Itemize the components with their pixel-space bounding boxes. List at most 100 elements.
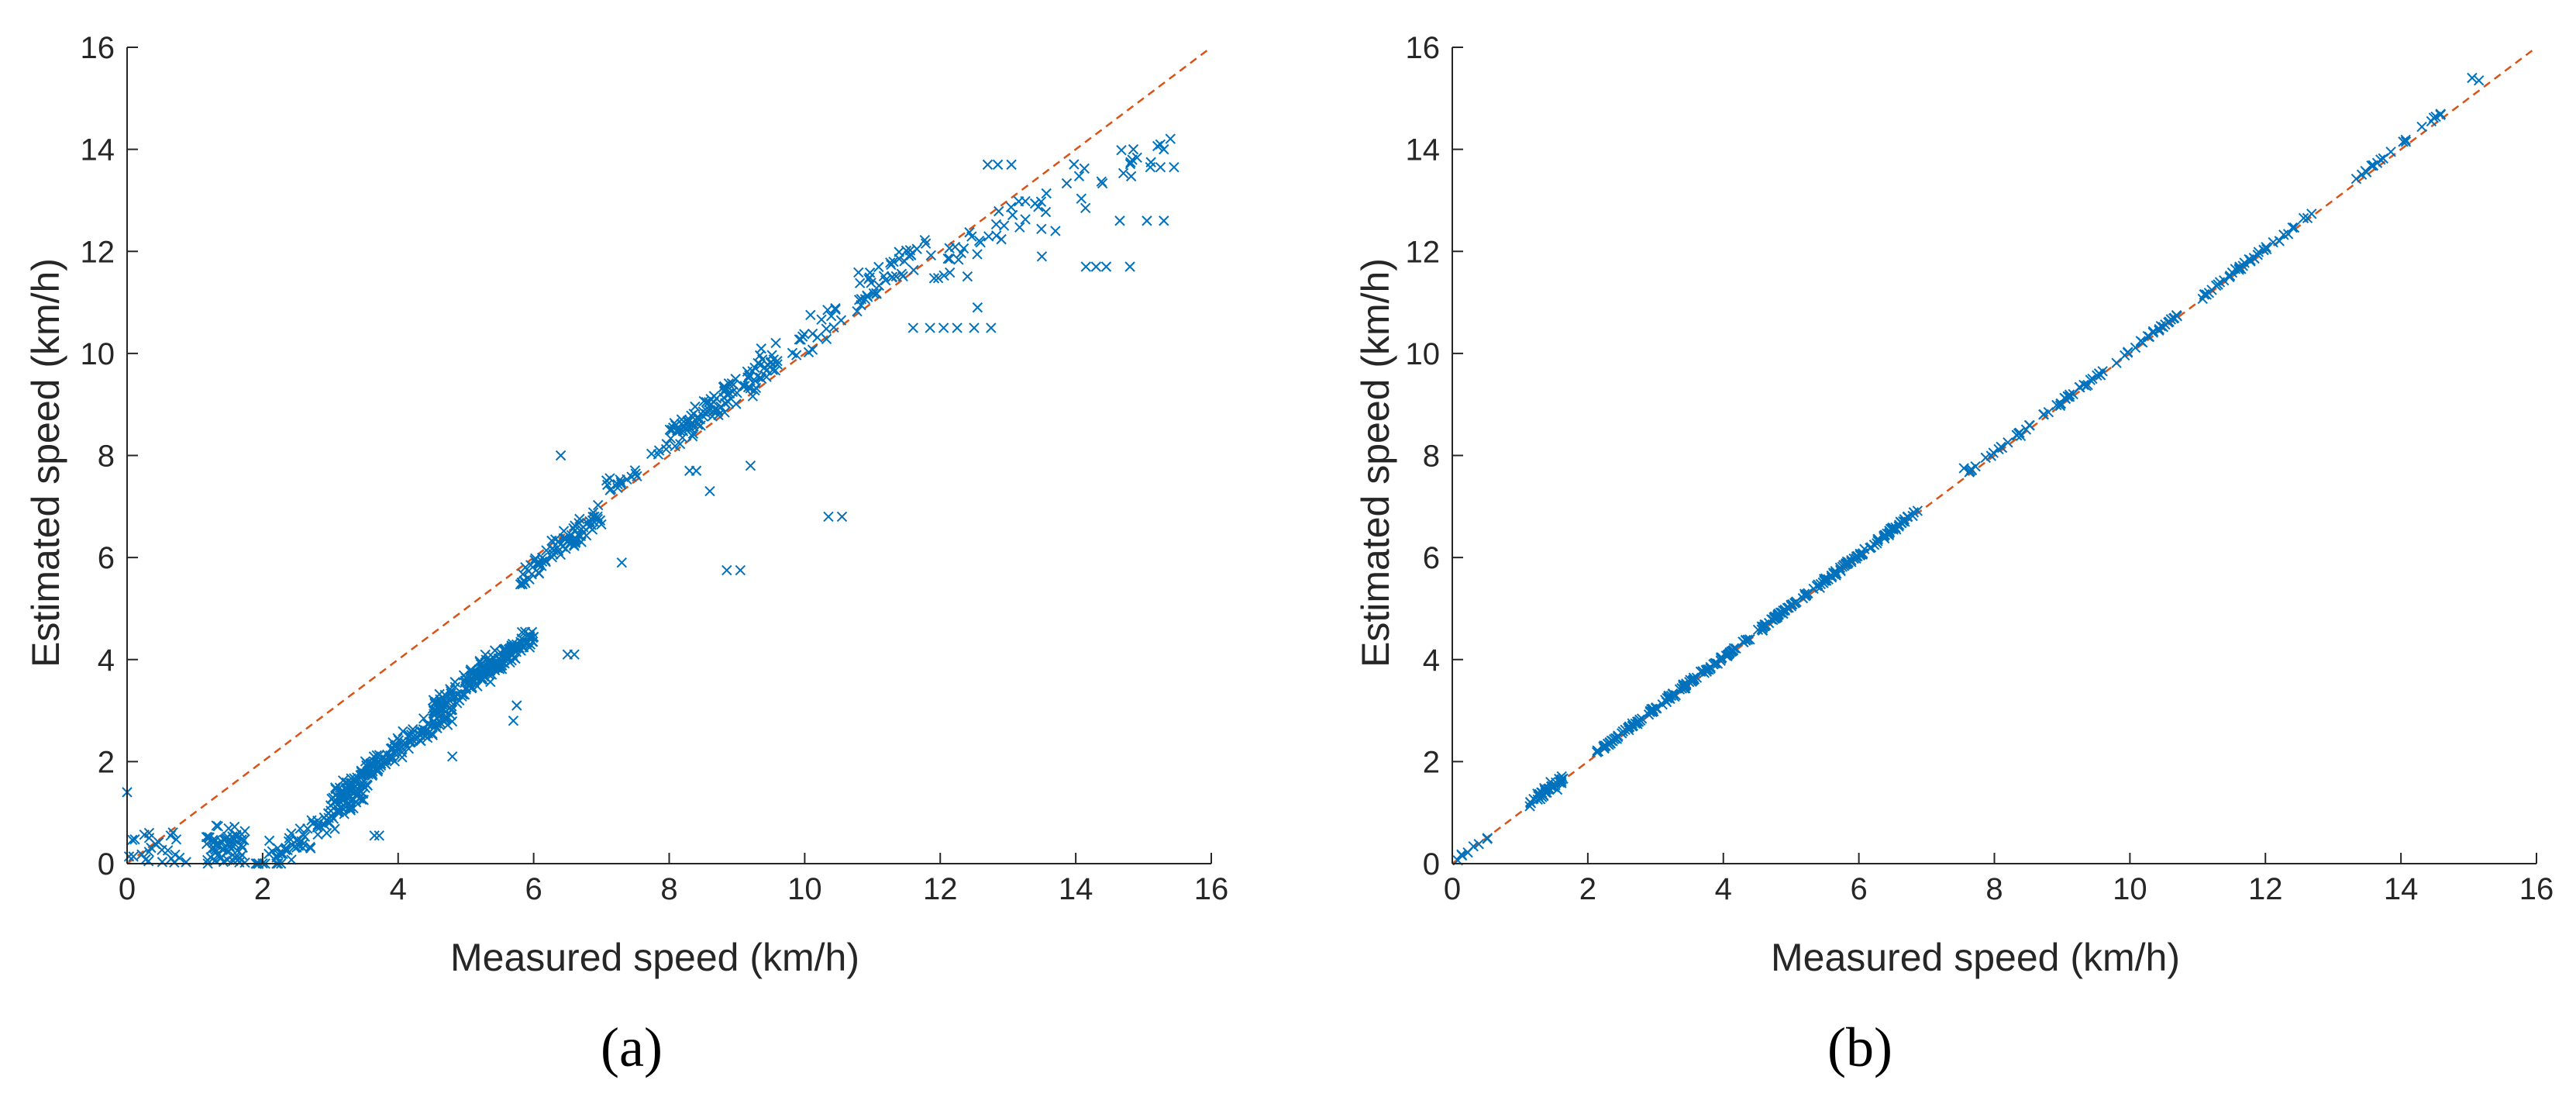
scatter-point — [756, 343, 766, 354]
scatter-point — [797, 331, 808, 342]
scatter-point — [502, 653, 513, 664]
scatter-point — [1741, 635, 1751, 646]
scatter-point — [723, 378, 735, 389]
scatter-point — [321, 827, 332, 839]
scatter-point — [511, 643, 522, 654]
scatter-point — [2378, 153, 2388, 164]
scatter-point — [560, 534, 571, 545]
scatter-point — [360, 756, 371, 767]
scatter-point — [868, 288, 879, 299]
scatter-point — [1080, 202, 1091, 213]
scatter-point — [854, 278, 866, 288]
scatter-point — [352, 772, 363, 783]
scatter-point — [369, 830, 380, 841]
scatter-point — [828, 322, 839, 333]
scatter-point — [1061, 178, 1073, 189]
scatter-point — [308, 818, 319, 829]
scatter-point — [527, 636, 538, 647]
scatter-point — [343, 785, 354, 796]
scatter-point — [517, 578, 528, 590]
scatter-point — [871, 288, 882, 298]
scatter-point — [2093, 368, 2105, 379]
y-tick-label: 16 — [81, 31, 115, 65]
scatter-point — [485, 676, 496, 688]
scatter-point — [1155, 139, 1166, 150]
scatter-point — [830, 302, 841, 314]
panel-a: 0 2 4 6 8 10 12 14 16 0 2 4 6 8 10 12 14 16 Measured spee… — [24, 31, 1228, 1078]
scatter-point — [367, 768, 377, 778]
scatter-point — [294, 823, 305, 834]
scatter-point — [326, 793, 337, 805]
scatter-point — [181, 857, 191, 868]
scatter-point — [397, 752, 408, 763]
scatter-point — [705, 393, 716, 405]
y-tick-label: 6 — [1423, 541, 1440, 575]
scatter-point — [580, 530, 592, 541]
scatter-point — [747, 391, 759, 402]
scatter-point — [1779, 605, 1790, 616]
scatter-point — [569, 540, 580, 551]
scatter-point — [962, 271, 973, 282]
scatter-point — [704, 405, 715, 416]
reference-line — [126, 47, 1212, 864]
scatter-point — [2375, 154, 2386, 165]
scatter-point — [674, 439, 686, 450]
scatter-point — [123, 851, 135, 862]
scatter-point — [212, 821, 223, 832]
scatter-point — [821, 333, 832, 345]
scatter-point — [337, 775, 349, 786]
scatter-point — [441, 712, 453, 723]
scatter-point — [374, 750, 385, 761]
scatter-point — [629, 465, 641, 476]
y-tick-label: 0 — [1423, 847, 1440, 881]
scatter-point — [694, 414, 706, 425]
scatter-point — [873, 280, 885, 291]
scatter-point — [557, 541, 568, 552]
x-tick-label: 6 — [1851, 872, 1868, 906]
scatter-point — [823, 511, 834, 523]
scatter-point — [2274, 236, 2285, 247]
scatter-point — [2356, 169, 2368, 180]
scatter-points-layer — [122, 133, 1180, 869]
scatter-point — [2155, 320, 2167, 332]
scatter-point — [992, 159, 1004, 171]
scatter-point — [932, 272, 944, 284]
scatter-point — [2224, 270, 2236, 281]
scatter-point — [380, 754, 391, 765]
scatter-point — [1124, 261, 1135, 272]
scatter-point — [223, 823, 234, 834]
scatter-point — [271, 852, 282, 863]
scatter-point — [1970, 461, 1981, 472]
scatter-point — [664, 424, 676, 435]
scatter-point — [496, 664, 508, 674]
scatter-point — [719, 385, 730, 396]
scatter-point — [919, 234, 930, 246]
scatter-point — [1080, 261, 1091, 272]
scatter-point — [166, 853, 177, 864]
scatter-point — [1118, 167, 1129, 179]
scatter-point — [498, 645, 510, 657]
y-tick-label: 12 — [1406, 235, 1441, 269]
scatter-point — [433, 719, 444, 730]
x-tick-label: 14 — [2384, 872, 2419, 906]
scatter-point — [1689, 674, 1700, 685]
scatter-point — [1592, 745, 1603, 756]
scatter-point — [128, 851, 139, 862]
scatter-point — [1663, 692, 1674, 704]
scatter-point — [1073, 171, 1085, 181]
scatter-point — [474, 657, 486, 668]
scatter-point — [1710, 657, 1721, 669]
scatter-point — [2237, 260, 2248, 271]
scatter-point — [485, 668, 496, 679]
scatter-point — [592, 499, 604, 511]
scatter-point — [972, 249, 983, 260]
scatter-point — [284, 833, 294, 843]
scatter-point — [2350, 173, 2362, 185]
scatter-point — [822, 305, 833, 316]
scatter-point — [489, 645, 501, 656]
scatter-point — [803, 347, 814, 357]
scatter-point — [994, 205, 1004, 217]
scatter-point — [398, 726, 408, 737]
y-tick-label: 0 — [98, 847, 115, 881]
scatter-point — [670, 419, 681, 431]
